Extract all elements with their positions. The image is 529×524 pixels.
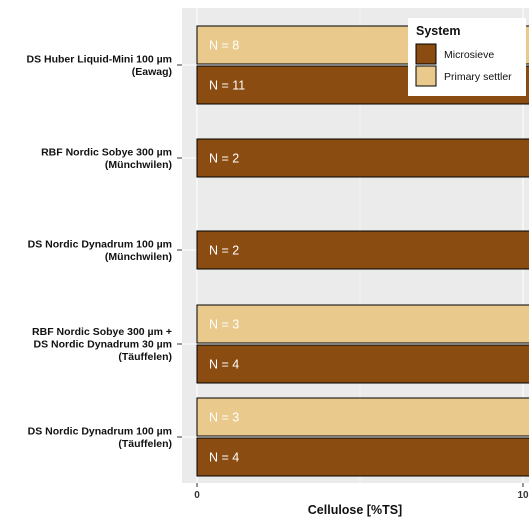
legend-key xyxy=(415,65,437,87)
bar-microsieve xyxy=(196,437,529,477)
sample-size-label: N = 4 xyxy=(209,451,239,465)
sample-size-label: N = 2 xyxy=(209,152,239,166)
sample-size-label: N = 11 xyxy=(209,79,245,93)
sample-size-label: N = 3 xyxy=(209,411,239,425)
legend-entry-label: Primary settler xyxy=(444,71,512,83)
bar-primary-settler xyxy=(196,304,529,344)
bar-microsieve xyxy=(196,230,529,270)
sample-size-label: N = 4 xyxy=(209,358,239,372)
category-label: DS Huber Liquid-Mini 100 µm (Eawag) xyxy=(27,53,172,78)
category-label: RBF Nordic Sobye 300 µm + DS Nordic Dynad… xyxy=(32,326,172,363)
sample-size-label: N = 8 xyxy=(209,39,239,53)
category-label: DS Nordic Dynadrum 100 µm (Täuffelen) xyxy=(28,425,172,450)
bar-primary-settler xyxy=(196,397,529,437)
sample-size-labels: N = 8 N = 11 N = 2 N = 2 N = 3 N = 4 N = 3 N = … xyxy=(209,39,245,465)
x-tick-label: 10 xyxy=(517,490,529,501)
sample-size-label: N = 3 xyxy=(209,318,239,332)
x-axis-title: Cellulose [%TS] xyxy=(308,503,402,517)
legend-key xyxy=(415,43,437,65)
legend-entry-label: Microsieve xyxy=(444,49,494,61)
category-labels: DS Huber Liquid-Mini 100 µm (Eawag) RBF No… xyxy=(27,53,182,450)
category-label: DS Nordic Dynadrum 100 µm (Münchwilen) xyxy=(28,238,172,263)
bar-microsieve xyxy=(196,138,529,178)
category-label: RBF Nordic Sobye 300 µm (Münchwilen) xyxy=(41,146,172,171)
sample-size-label: N = 2 xyxy=(209,244,239,258)
bar-microsieve xyxy=(196,344,529,384)
x-tick-label: 0 xyxy=(194,490,200,501)
x-axis-ticks: 0102030405060708090100 xyxy=(194,483,529,501)
legend: System Microsieve Primary settler xyxy=(408,18,526,96)
legend-title: System xyxy=(416,24,460,38)
